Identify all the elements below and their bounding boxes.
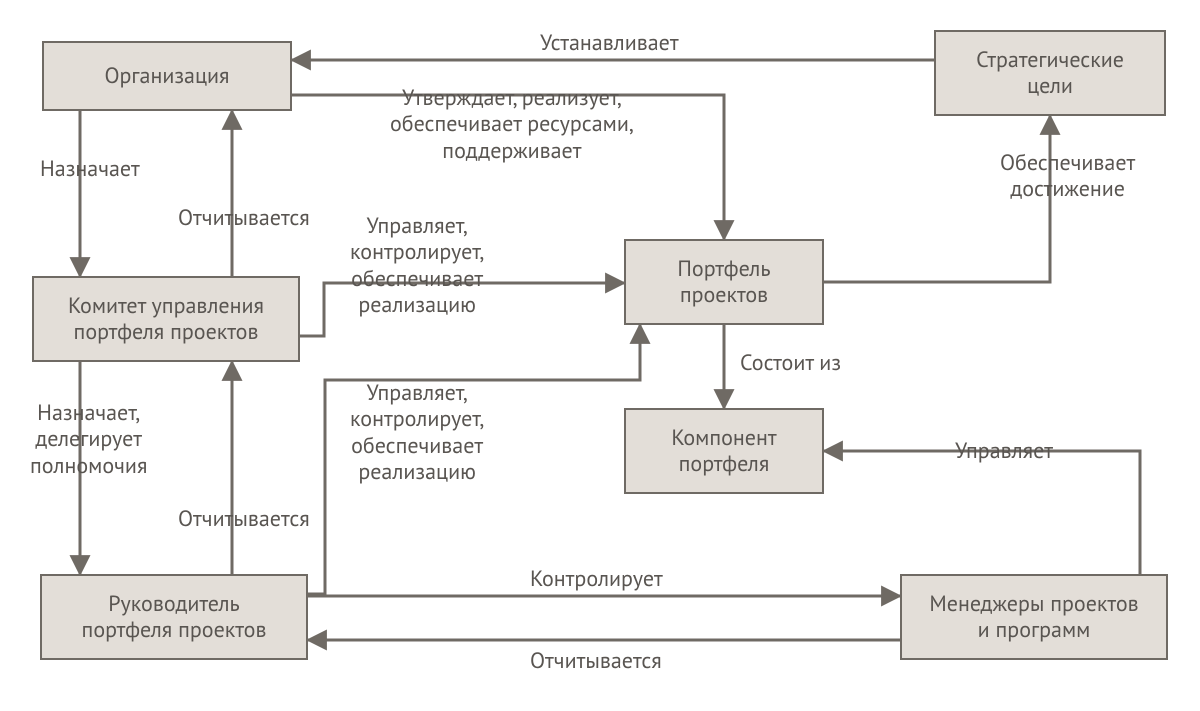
node-head: Руководитель портфеля проектов bbox=[40, 574, 308, 660]
node-goals: Стратегические цели bbox=[934, 30, 1166, 116]
node-org-label: Организация bbox=[104, 63, 229, 89]
node-portfolio: Портфель проектов bbox=[624, 239, 824, 325]
node-committee-label: Комитет управления портфеля проектов bbox=[68, 293, 264, 346]
edge-label-head-to-portfolio: Управляет, контролирует, обеспечивает ре… bbox=[350, 380, 484, 486]
edge-label-portfolio-to-component: Состоит из bbox=[740, 350, 841, 376]
diagram-stage: Организация Стратегические цели Комитет уп… bbox=[0, 0, 1200, 711]
edge-org-to-portfolio bbox=[292, 95, 724, 239]
node-managers: Менеджеры проектов и программ bbox=[900, 574, 1168, 660]
edge-label-portfolio-to-goals: Обеспечивает достижение bbox=[1000, 150, 1135, 203]
edge-label-head-to-committee: Отчитывается bbox=[178, 506, 310, 532]
node-component-label: Компонент портфеля bbox=[671, 425, 776, 478]
node-goals-label: Стратегические цели bbox=[976, 47, 1124, 100]
edge-label-managers-to-component: Управляет bbox=[955, 438, 1053, 464]
node-head-label: Руководитель портфеля проектов bbox=[82, 591, 267, 644]
node-component: Компонент портфеля bbox=[624, 408, 824, 494]
node-org: Организация bbox=[42, 41, 292, 111]
edge-managers-to-component bbox=[824, 451, 1140, 574]
edge-label-goals-to-org: Устанавливает bbox=[540, 30, 679, 56]
edge-label-committee-to-org: Отчитывается bbox=[178, 205, 310, 231]
edge-label-head-to-managers: Контролирует bbox=[530, 566, 663, 592]
edge-committee-to-portfolio bbox=[300, 283, 624, 336]
edge-head-to-portfolio bbox=[308, 325, 640, 594]
node-portfolio-label: Портфель проектов bbox=[677, 256, 770, 309]
node-managers-label: Менеджеры проектов и программ bbox=[929, 591, 1138, 644]
edge-label-org-to-committee: Назначает bbox=[40, 156, 140, 182]
edge-portfolio-to-goals bbox=[824, 116, 1050, 282]
edge-label-org-to-portfolio: Утверждает, реализует, обеспечивает ресу… bbox=[390, 85, 634, 164]
node-committee: Комитет управления портфеля проектов bbox=[32, 276, 300, 362]
edge-label-committee-to-portfolio: Управляет, контролирует, обеспечивает ре… bbox=[350, 213, 484, 319]
edge-label-managers-to-head: Отчитывается bbox=[530, 648, 662, 674]
edge-label-committee-to-head: Назначает, делегирует полномочия bbox=[30, 400, 147, 479]
